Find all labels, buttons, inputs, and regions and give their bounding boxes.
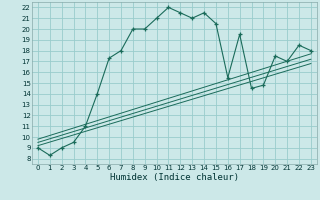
X-axis label: Humidex (Indice chaleur): Humidex (Indice chaleur)	[110, 173, 239, 182]
